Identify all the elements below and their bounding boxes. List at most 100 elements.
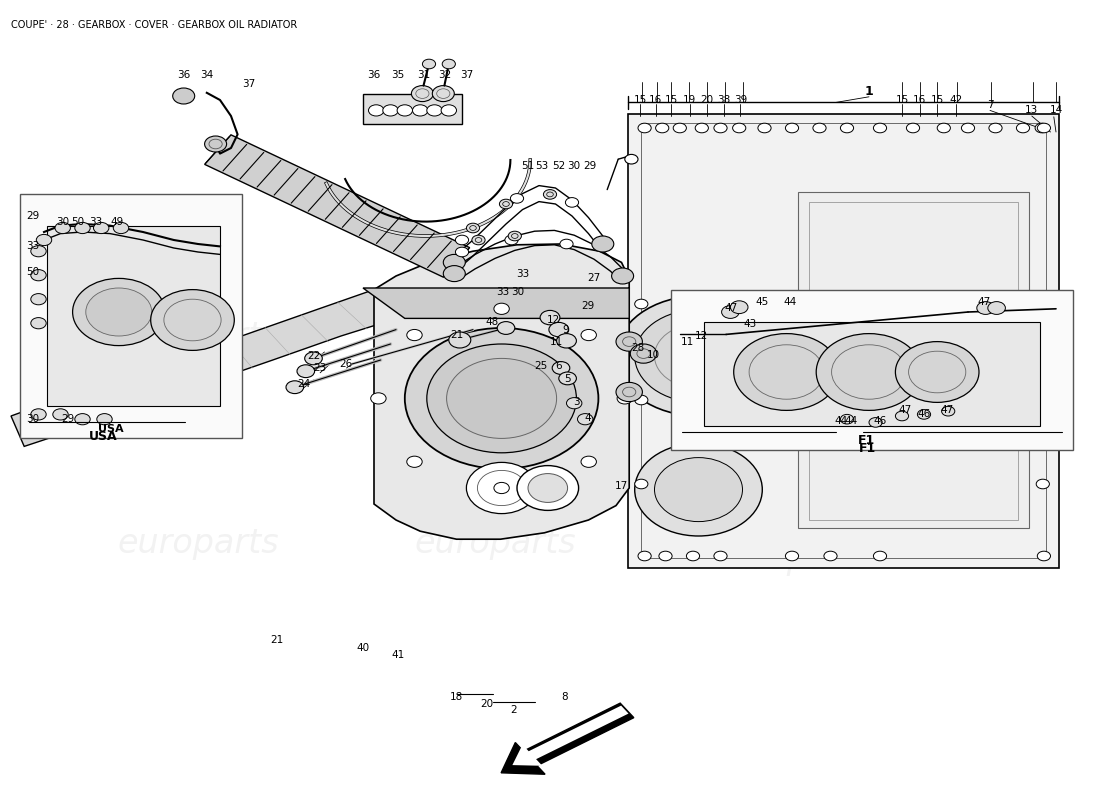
Circle shape: [581, 456, 596, 467]
Circle shape: [86, 288, 152, 336]
Text: 47: 47: [725, 303, 738, 313]
Circle shape: [499, 199, 513, 209]
Text: 12: 12: [547, 315, 560, 325]
Text: europarts: europarts: [118, 319, 278, 353]
Circle shape: [816, 334, 922, 410]
Circle shape: [113, 222, 129, 234]
Text: 41: 41: [392, 650, 405, 660]
Circle shape: [427, 344, 576, 453]
Text: 10: 10: [647, 350, 660, 360]
Text: 47: 47: [978, 298, 991, 307]
Text: 29: 29: [26, 211, 40, 221]
Circle shape: [659, 551, 672, 561]
Text: 48: 48: [485, 317, 498, 326]
Bar: [704, 322, 1040, 426]
Circle shape: [31, 318, 46, 329]
Circle shape: [654, 458, 743, 522]
Circle shape: [411, 86, 433, 102]
Circle shape: [840, 123, 854, 133]
Text: 21: 21: [450, 330, 463, 340]
Circle shape: [443, 266, 465, 282]
Circle shape: [466, 462, 537, 514]
Text: 11: 11: [681, 337, 694, 346]
Circle shape: [494, 482, 509, 494]
Text: 25: 25: [535, 361, 548, 370]
Circle shape: [722, 306, 739, 318]
Circle shape: [630, 344, 657, 363]
Circle shape: [75, 414, 90, 425]
Circle shape: [734, 334, 839, 410]
Circle shape: [472, 235, 485, 245]
Text: 38: 38: [717, 95, 730, 105]
Text: 2: 2: [510, 706, 517, 715]
Circle shape: [505, 235, 518, 245]
Circle shape: [549, 322, 569, 337]
Circle shape: [31, 409, 46, 420]
Text: 27: 27: [587, 274, 601, 283]
Circle shape: [557, 334, 576, 348]
Circle shape: [427, 105, 442, 116]
Text: 30: 30: [568, 161, 581, 170]
Text: 21: 21: [271, 635, 284, 645]
Circle shape: [297, 365, 315, 378]
Circle shape: [455, 247, 469, 257]
Circle shape: [840, 414, 854, 424]
Text: 44: 44: [835, 416, 848, 426]
Text: 11: 11: [550, 337, 563, 346]
Circle shape: [942, 406, 955, 416]
Text: 53: 53: [536, 161, 549, 170]
Text: 49: 49: [110, 217, 123, 226]
Bar: [808, 202, 1018, 520]
Bar: [20, 194, 242, 438]
Text: 29: 29: [581, 301, 594, 310]
Circle shape: [31, 246, 46, 257]
Circle shape: [824, 551, 837, 561]
Circle shape: [730, 301, 748, 314]
Circle shape: [625, 154, 638, 164]
Text: 7: 7: [987, 100, 993, 110]
Text: europarts: europarts: [712, 343, 872, 377]
Circle shape: [714, 123, 727, 133]
Circle shape: [635, 443, 762, 536]
Text: USA: USA: [89, 430, 118, 443]
Text: 15: 15: [895, 95, 909, 105]
Text: 30: 30: [56, 217, 69, 226]
Text: 23: 23: [314, 363, 327, 373]
Bar: [798, 192, 1028, 528]
Circle shape: [988, 302, 1005, 314]
Circle shape: [371, 393, 386, 404]
Text: 50: 50: [72, 217, 85, 226]
Circle shape: [873, 551, 887, 561]
Circle shape: [695, 123, 708, 133]
FancyArrow shape: [502, 703, 634, 774]
Circle shape: [383, 105, 398, 116]
Text: 32: 32: [438, 70, 451, 80]
Text: 50: 50: [26, 267, 40, 277]
Circle shape: [31, 270, 46, 281]
Text: 5: 5: [564, 374, 571, 384]
Text: 47: 47: [940, 405, 954, 414]
Circle shape: [785, 551, 799, 561]
Text: 36: 36: [177, 70, 190, 80]
Circle shape: [173, 88, 195, 104]
Text: 20: 20: [701, 95, 714, 105]
Text: 46: 46: [873, 416, 887, 426]
Polygon shape: [374, 244, 629, 539]
Circle shape: [442, 59, 455, 69]
Circle shape: [559, 372, 576, 385]
Circle shape: [635, 395, 648, 405]
Text: 52: 52: [552, 161, 565, 170]
Circle shape: [73, 278, 165, 346]
Text: 29: 29: [583, 161, 596, 170]
Circle shape: [616, 382, 642, 402]
Text: 15: 15: [634, 95, 647, 105]
Circle shape: [368, 105, 384, 116]
Text: europarts: europarts: [712, 543, 872, 577]
Circle shape: [937, 123, 950, 133]
Circle shape: [205, 136, 227, 152]
Circle shape: [305, 352, 322, 365]
Text: USA: USA: [98, 424, 124, 434]
Circle shape: [510, 194, 524, 203]
Text: 19: 19: [683, 95, 696, 105]
Circle shape: [412, 105, 428, 116]
